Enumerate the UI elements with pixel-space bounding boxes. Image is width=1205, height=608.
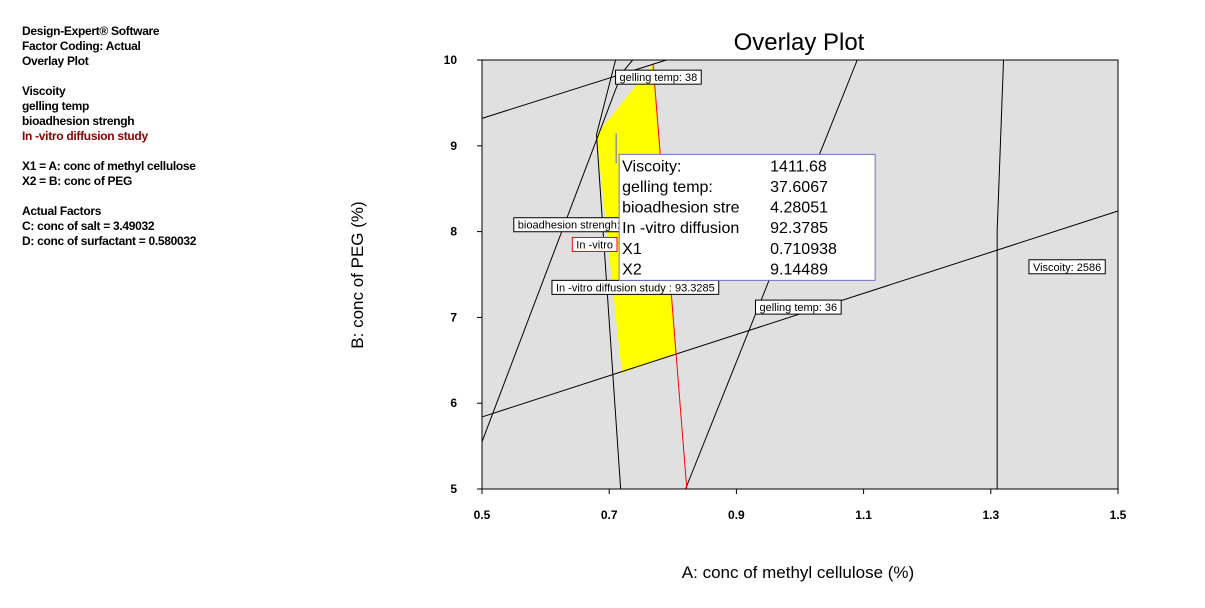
x-tick-label: 0.7	[601, 508, 618, 522]
factor-d: D: conc of surfactant = 0.580032	[22, 234, 197, 248]
flag-row-value: 1411.68	[770, 158, 827, 175]
flag-row-value: 37.6067	[770, 179, 828, 196]
flag-row-label: In -vitro diffusion	[622, 220, 739, 237]
flag-row-label: Viscoity:	[622, 158, 681, 175]
contour-label-0: gelling temp: 38	[615, 69, 702, 85]
x-tick-label: 1.3	[982, 508, 999, 522]
contour-label-text: bioadhesion strengh: 4	[518, 220, 629, 232]
flag-row-value: 4.28051	[770, 200, 828, 217]
contour-label-text: In -vitro diffusion study : 93.3285	[556, 282, 715, 294]
flag-row-value: 92.3785	[770, 220, 828, 237]
x2-definition: X2 = B: conc of PEG	[22, 174, 132, 188]
contour-line-5	[595, 59, 622, 490]
response-name: bioadhesion strengh	[22, 114, 135, 128]
contour-label-box	[615, 69, 702, 85]
y-tick-label: 6	[450, 396, 457, 410]
contour-label-1: gelling temp: 36	[754, 299, 842, 315]
flag-row-value: 0.710938	[770, 241, 837, 258]
contour-label-box	[1028, 259, 1106, 275]
flag-tooltip	[618, 153, 876, 281]
actual-factors-title: Actual Factors	[22, 204, 102, 218]
contour-label-text: Viscoity: 2586	[1033, 262, 1101, 274]
contour-label-5: In -vitro diffusion study : 93.3285	[551, 279, 720, 295]
contour-label-text: gelling temp: 38	[620, 72, 698, 84]
contour-label-box	[754, 299, 842, 315]
x-tick-label: 1.1	[855, 508, 872, 522]
info-panel: Design-Expert® Software Factor Coding: A…	[22, 24, 196, 249]
y-tick-label: 10	[444, 53, 458, 67]
x-axis-label: A: conc of methyl cellulose (%)	[682, 563, 914, 582]
y-tick-label: 5	[450, 482, 457, 496]
flag-row-label: bioadhesion stre	[622, 200, 740, 217]
factor-coding: Factor Coding: Actual	[22, 39, 141, 53]
software-name: Design-Expert® Software	[22, 24, 160, 38]
x-tick-label: 0.9	[728, 508, 745, 522]
flag-row-value: 9.14489	[770, 261, 828, 278]
contour-label-text: In -vitro	[576, 239, 613, 251]
response-name: Viscoity	[22, 84, 66, 98]
x1-definition: X1 = A: conc of methyl cellulose	[22, 159, 196, 173]
x-tick-label: 0.5	[474, 508, 491, 522]
y-tick-label: 8	[450, 225, 457, 239]
x-tick-label: 1.5	[1110, 508, 1127, 522]
flag-row-label: gelling temp:	[622, 179, 713, 196]
y-tick-label: 7	[450, 310, 457, 324]
contour-label-2: bioadhesion strengh: 4	[513, 217, 634, 233]
flag-row-label: X2	[622, 261, 642, 278]
factor-c: C: conc of salt = 3.49032	[22, 219, 155, 233]
y-axis-label: B: conc of PEG (%)	[348, 201, 367, 348]
contour-label-text: gelling temp: 36	[759, 302, 837, 314]
contour-label-3: Viscoity: 2586	[1028, 259, 1106, 275]
contour-label-6: In -vitro	[571, 236, 618, 252]
contour-line-3	[996, 59, 1005, 489]
y-tick-label: 9	[450, 139, 457, 153]
response-name: gelling temp	[22, 99, 90, 113]
highlighted-response-name: In -vitro diffusion study	[22, 129, 148, 143]
contour-label-box	[571, 236, 618, 252]
flag-row-label: X1	[622, 241, 642, 258]
plot-name: Overlay Plot	[22, 54, 89, 68]
chart-title: Overlay Plot	[734, 29, 865, 56]
